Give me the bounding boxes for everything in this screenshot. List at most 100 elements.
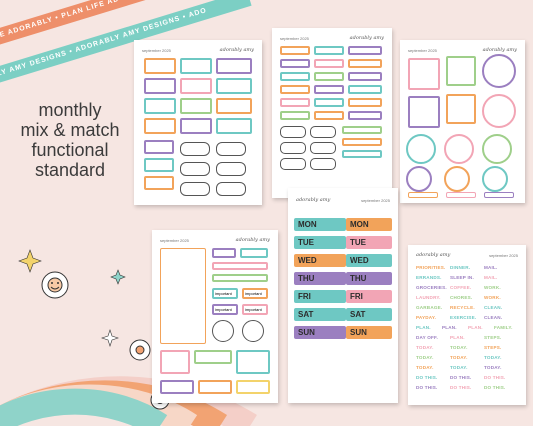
sticker-box — [160, 380, 194, 394]
sticker-label — [280, 126, 306, 138]
sheet-logo: adorably amy — [219, 47, 254, 53]
word-label: DO THIS. — [416, 375, 438, 380]
word-label: DO THIS. — [484, 385, 506, 390]
sticker-box — [236, 380, 270, 394]
sheet-header: adorably amy september 2025 — [416, 251, 518, 259]
sticker-sheet-shapes: september 2025 adorably amy — [400, 40, 525, 203]
sticker-label — [310, 142, 336, 154]
word-label: TODAY. — [484, 365, 502, 370]
sticker-label — [342, 126, 382, 134]
sticker-box — [144, 98, 176, 114]
sticker-box — [144, 118, 176, 134]
day-label-fri: FRI — [294, 290, 346, 303]
sticker-label — [280, 142, 306, 154]
word-label: RECYCLE. — [450, 305, 475, 310]
sheet-month: september 2025 — [142, 47, 171, 53]
sheet-logo: adorably amy — [482, 47, 517, 53]
day-label-sun: SUN — [346, 326, 392, 339]
important-text: important — [245, 291, 262, 296]
word-label: TODAY. — [450, 345, 468, 350]
sticker-label — [212, 248, 236, 258]
day-label-tue: TUE — [294, 236, 346, 249]
sheet-logo: adorably amy — [296, 197, 331, 203]
sticker-box — [216, 58, 252, 74]
sticker-box — [236, 350, 270, 374]
word-label: MAIL. — [484, 265, 498, 270]
sticker-circle — [482, 166, 508, 192]
word-label: DO THIS. — [416, 385, 438, 390]
word-label: PLAN. — [468, 325, 483, 330]
word-label: TODAY. — [416, 345, 434, 350]
sticker-circle — [482, 134, 512, 164]
sticker-label — [348, 85, 382, 94]
word-label: CHORES. — [450, 295, 473, 300]
sticker-sheet-labels: september 2025 adorably amy — [272, 28, 392, 198]
sticker-box — [180, 78, 212, 94]
sticker-label — [348, 111, 382, 120]
word-label: GARBAGE. — [416, 305, 443, 310]
sticker-label — [212, 274, 268, 282]
sticker-circle — [406, 166, 432, 192]
sticker-label — [310, 158, 336, 170]
word-label: DO THIS. — [484, 375, 506, 380]
sticker-box — [216, 78, 252, 94]
word-label: CLEAN. — [484, 315, 503, 320]
checklist — [160, 248, 206, 344]
sticker-label — [348, 46, 382, 55]
word-label: COFFEE. — [450, 285, 472, 290]
sticker-sheet-days: adorably amy september 2025 MON MON TUE … — [288, 188, 398, 403]
laurel-icon — [212, 320, 234, 342]
sticker-label — [348, 72, 382, 81]
sticker-label — [342, 138, 382, 146]
sheet-header: september 2025 adorably amy — [160, 236, 270, 244]
sticker-box — [144, 78, 176, 94]
sticker-label — [280, 72, 310, 81]
word-label: CLEAN. — [484, 305, 503, 310]
sheet-month: september 2025 — [361, 197, 390, 203]
sticker-sheet-boxes: september 2025 adorably amy — [134, 40, 262, 205]
sticker-label — [280, 85, 310, 94]
sheet-header: september 2025 adorably amy — [142, 46, 254, 54]
word-label: GROCERIES. — [416, 285, 447, 290]
sticker-label — [314, 111, 344, 120]
sticker-label — [342, 150, 382, 158]
sheet-month: september 2025 — [489, 252, 518, 258]
headline: monthly mix & match functional standard — [0, 100, 140, 180]
sticker-sheet-words: adorably amy september 2025 PRIORITIES. D… — [408, 245, 526, 405]
sticker-square — [446, 94, 476, 124]
sheet-logo: adorably amy — [416, 252, 451, 258]
sticker-circle — [482, 94, 516, 128]
sticker-circle — [482, 54, 516, 88]
flower-icon — [129, 339, 151, 361]
sticker-box — [180, 182, 210, 196]
arrow-icon — [408, 192, 438, 198]
important-label: important — [212, 288, 238, 299]
smiley-flower-icon — [41, 271, 69, 299]
sticker-label — [240, 248, 268, 258]
word-label: MAIL. — [484, 275, 498, 280]
sticker-square — [446, 56, 476, 86]
sheet-header: september 2025 adorably amy — [280, 34, 384, 42]
sticker-label — [314, 46, 344, 55]
word-label: FAMILY. — [494, 325, 513, 330]
word-label: TODAY. — [416, 365, 434, 370]
day-label-fri: FRI — [346, 290, 392, 303]
important-text: important — [215, 291, 232, 296]
important-label: important — [242, 288, 268, 299]
sheet-header: september 2025 adorably amy — [408, 46, 517, 54]
sticker-label — [314, 59, 344, 68]
sticker-box — [216, 162, 246, 176]
sticker-box — [180, 162, 210, 176]
sticker-box — [216, 142, 246, 156]
sparkle-icon — [18, 249, 42, 273]
sticker-label — [280, 59, 310, 68]
word-label: PAYDAY. — [416, 315, 437, 320]
sticker-square — [408, 58, 440, 90]
word-label: DO THIS. — [450, 385, 472, 390]
word-label: PLAN. — [416, 325, 431, 330]
sticker-box — [198, 380, 232, 394]
sticker-box — [180, 142, 210, 156]
word-label: DINNER. — [450, 265, 471, 270]
sticker-box — [180, 118, 212, 134]
word-label: STEPS. — [484, 335, 502, 340]
